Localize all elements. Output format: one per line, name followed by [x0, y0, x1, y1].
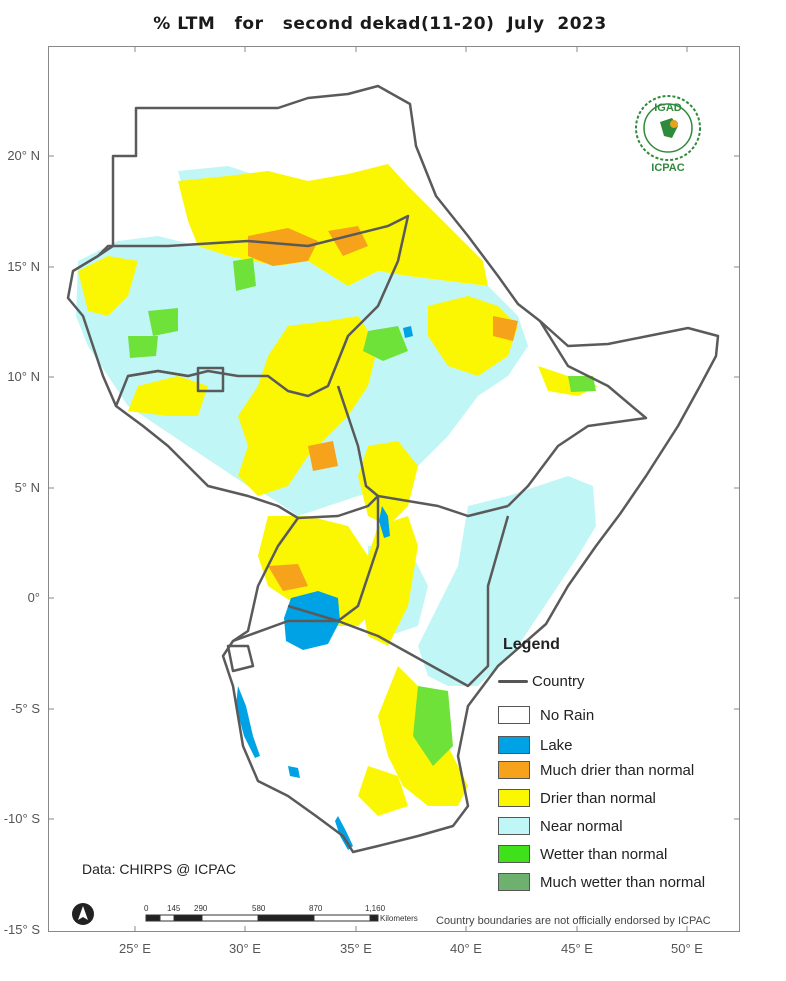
- legend-item: No Rain: [498, 704, 594, 726]
- lake-turkana: [379, 506, 390, 538]
- igad-icpac-logo: IGAD ICPAC: [632, 92, 704, 182]
- legend-swatch: [498, 706, 530, 724]
- scale-unit: Kilometers: [380, 914, 418, 923]
- region-outline: [66, 84, 720, 854]
- lake-malawi: [335, 816, 353, 850]
- scale-label: 145: [167, 904, 181, 913]
- legend-swatch: [498, 736, 530, 754]
- lake-rukwa: [288, 766, 300, 778]
- legend-swatch: [498, 873, 530, 891]
- lake-tana: [403, 326, 413, 338]
- chad-sudan-border: [127, 369, 189, 378]
- legend-label: Lake: [540, 736, 573, 754]
- drier-areas: [78, 164, 598, 816]
- logo-emblem-icon: [635, 95, 701, 161]
- lat-tick: 0°: [27, 590, 40, 605]
- legend-item-country: Country: [498, 670, 585, 692]
- kenya-border: [336, 496, 510, 688]
- scale-bar: [145, 914, 379, 922]
- lat-tick: 10° N: [7, 369, 40, 384]
- legend-swatch: [498, 845, 530, 863]
- lat-tick: -10° S: [3, 811, 40, 826]
- scale-label: 870: [309, 904, 323, 913]
- legend-label: No Rain: [540, 706, 595, 724]
- legend-title: Legend: [503, 636, 560, 653]
- frame-tickmarks: [48, 46, 740, 932]
- map-frame: [48, 46, 740, 932]
- lon-tick: 45° E: [561, 941, 593, 956]
- legend-label: Country: [532, 672, 585, 690]
- sudan-border: [97, 214, 410, 407]
- legend-swatch: [498, 761, 530, 779]
- southsudan-ethiopia-border: [336, 385, 509, 518]
- legend-item: Near normal: [498, 815, 623, 837]
- lon-tick: 35° E: [340, 941, 372, 956]
- logo-bottom-text: ICPAC: [651, 162, 685, 174]
- lon-tick: 25° E: [119, 941, 151, 956]
- rainfall-map: [48, 46, 740, 932]
- scale-label: 0: [144, 904, 149, 913]
- country-borders: [66, 84, 720, 854]
- scale-label: 290: [194, 904, 208, 913]
- lon-tick: 40° E: [450, 941, 482, 956]
- legend-label: Drier than normal: [540, 789, 656, 807]
- legend-item: Much drier than normal: [498, 759, 694, 781]
- ethiopia-somalia-border: [507, 320, 648, 507]
- lon-tick: 30° E: [229, 941, 261, 956]
- lon-tick: 50° E: [671, 941, 703, 956]
- disclaimer: Country boundaries are not officially en…: [436, 915, 711, 927]
- data-source: Data: CHIRPS @ ICPAC: [82, 861, 236, 877]
- legend-swatch: [498, 817, 530, 835]
- legend-item: Wetter than normal: [498, 843, 667, 865]
- north-arrow-icon: [72, 903, 94, 925]
- lat-tick: -5° S: [10, 701, 40, 716]
- lat-tick: 20° N: [7, 148, 40, 163]
- logo-top-text: IGAD: [654, 102, 682, 114]
- scale-label: 1,160: [365, 904, 386, 913]
- legend-item: Much wetter than normal: [498, 871, 705, 893]
- legend-item: Drier than normal: [498, 787, 656, 809]
- legend-label: Much wetter than normal: [540, 873, 706, 891]
- lat-tick: -15° S: [3, 922, 40, 937]
- car-box: [196, 366, 225, 393]
- legend-item: Lake: [498, 734, 573, 756]
- lat-tick: 5° N: [14, 480, 40, 495]
- scale-label: 580: [252, 904, 266, 913]
- lake-tanganyika: [236, 686, 260, 758]
- country-line-icon: [498, 679, 528, 683]
- uganda-border: [287, 495, 379, 623]
- tanzania-border: [232, 619, 338, 643]
- rwanda-burundi: [226, 644, 255, 673]
- legend-label: Much drier than normal: [540, 761, 695, 779]
- wetter-areas: [128, 258, 596, 766]
- legend-label: Near normal: [540, 817, 623, 835]
- legend-swatch: [498, 789, 530, 807]
- lat-tick: 15° N: [7, 259, 40, 274]
- map-title: % LTM for second dekad(11-20) July 2023: [153, 14, 607, 34]
- legend-label: Wetter than normal: [540, 845, 668, 863]
